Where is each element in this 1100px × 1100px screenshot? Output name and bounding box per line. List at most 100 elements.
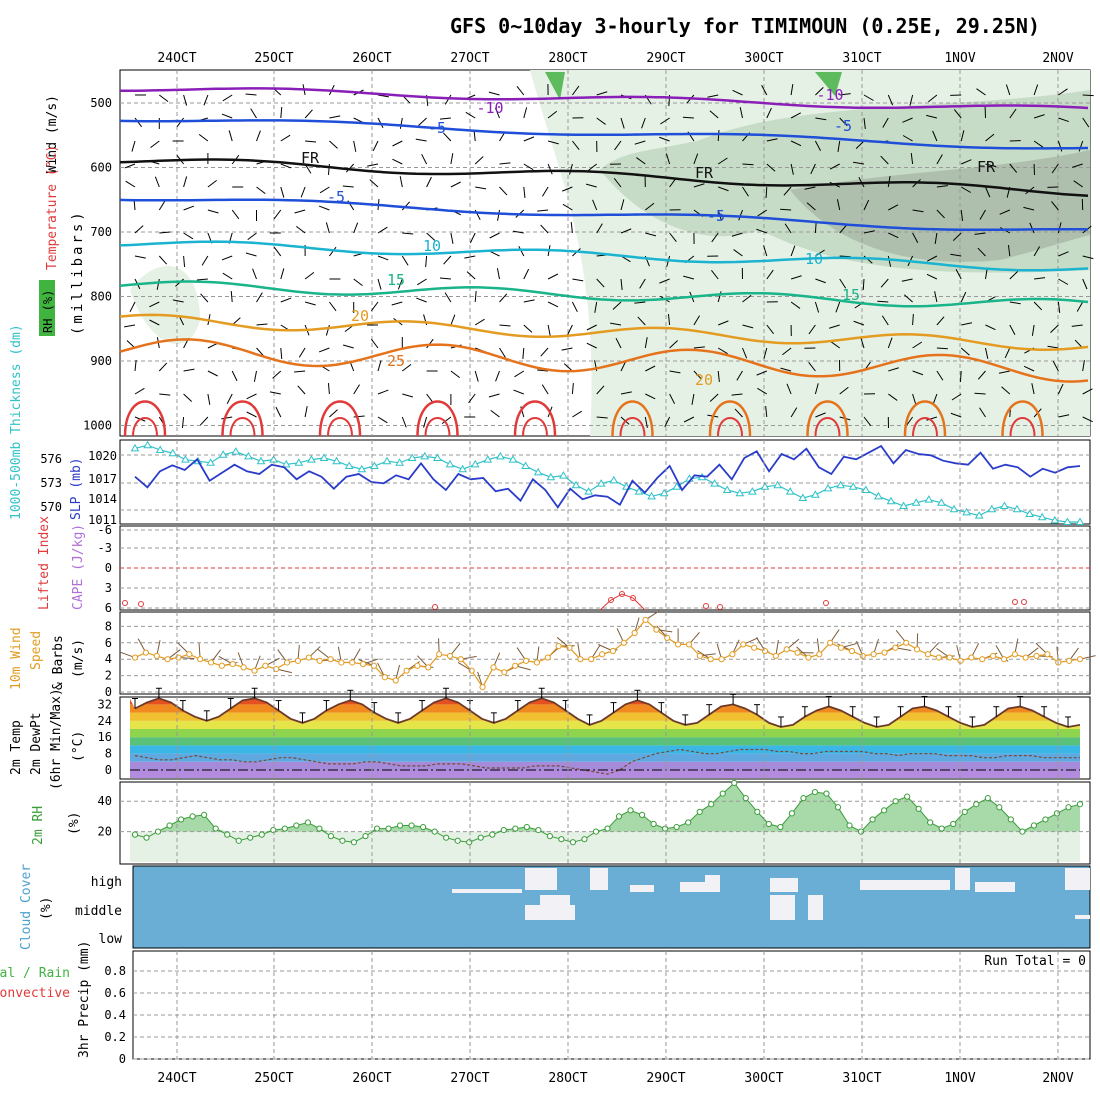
wind-barb: [450, 314, 456, 326]
rh2m-point: [454, 837, 461, 844]
wind-barb: [739, 107, 743, 119]
wind-barb: [256, 186, 266, 195]
wind-barb: [936, 209, 945, 219]
wind-barb: [976, 88, 986, 96]
wind10-point: [892, 644, 899, 651]
wind-barb: [489, 232, 500, 239]
wind-barb: [814, 383, 819, 395]
wind-barb: [418, 117, 427, 126]
wind-barb: [562, 186, 573, 192]
wind-barb: [784, 223, 792, 234]
wind-barb: [596, 223, 603, 234]
wind-barb: [494, 107, 500, 119]
contour-10: [119, 240, 1089, 272]
contour-minus10: [120, 87, 1089, 110]
pressure-tick-label: 700: [90, 225, 112, 239]
wind-barb: [495, 370, 500, 382]
wind-barb: [936, 370, 944, 381]
wind-barb: [273, 246, 282, 257]
contour-surface-loop: [611, 400, 654, 437]
wind-barb: [974, 232, 986, 235]
wind-barb: [645, 365, 656, 372]
wind-barb: [985, 347, 989, 359]
thickness-point: [407, 453, 417, 461]
thickness-point: [533, 467, 543, 476]
wind-barb: [570, 222, 573, 234]
wind10-point: [153, 652, 160, 660]
wind-barb: [221, 113, 233, 119]
wind-barb: [711, 270, 719, 280]
wind-barb: [280, 268, 285, 280]
wind-barb: [953, 109, 962, 119]
wind-barb: [596, 91, 608, 96]
pressure-tick-label: 800: [90, 290, 112, 304]
wind-barb: [596, 385, 605, 395]
cloud-gap: [770, 878, 798, 892]
wind-barb: [1009, 324, 1016, 335]
temp-color-band: [130, 745, 1080, 754]
wind-barb: [304, 271, 315, 280]
wind-barb: [245, 252, 257, 257]
rh2m-point: [708, 801, 715, 808]
rh2m-point: [765, 820, 772, 828]
wind10-point: [577, 656, 584, 663]
contour-label: -5: [428, 119, 446, 137]
wind10-point: [913, 646, 921, 653]
wind-barb: [569, 163, 573, 175]
wind-barb: [183, 393, 192, 402]
wind10-point: [262, 662, 269, 669]
wind-barb: [960, 291, 967, 303]
wind10-point: [848, 647, 855, 655]
rh2m-point: [754, 808, 761, 815]
wind-barb: [426, 176, 432, 188]
wind-barb: [951, 393, 962, 401]
rh2m-series: 40 20: [98, 779, 1090, 862]
rh2m-point: [604, 825, 611, 832]
thickness-point: [937, 498, 946, 506]
rh2m-point: [961, 808, 968, 815]
cloud-gap: [770, 895, 795, 920]
cloud-gaps: [452, 868, 1090, 920]
wind-barb: [765, 406, 768, 418]
wind-barb: [905, 416, 914, 427]
lifted-index-point: [823, 600, 829, 606]
wind-barb: [1058, 278, 1069, 285]
wind-barb: [444, 292, 452, 303]
wind-barb: [183, 255, 186, 268]
rh2m-point: [857, 828, 865, 835]
wind-barb: [499, 347, 506, 358]
wind10-point: [501, 669, 508, 676]
wind-barb: [936, 154, 943, 165]
thickness-tick: 570: [40, 500, 62, 514]
wind10-point: [207, 659, 215, 666]
wind10-point: [457, 656, 464, 663]
thickness-point: [823, 483, 833, 492]
thickness-point: [924, 495, 934, 503]
cape-panel: -6 -3 0 3 6 Lifted Index CAPE (J/kg): [37, 516, 1091, 615]
wind-barb: [786, 383, 792, 395]
wind-barb: [416, 297, 427, 303]
wind-barb: [439, 117, 451, 120]
wind-barb: [926, 416, 938, 421]
cloud-gap: [1065, 868, 1090, 890]
wind10-point: [696, 652, 703, 660]
thickness-point: [420, 451, 430, 460]
thickness-point: [1025, 509, 1034, 517]
thickness-point: [143, 440, 152, 449]
wind-barb: [586, 342, 597, 349]
top-date-label: 25OCT: [254, 51, 293, 66]
wind-barb: [327, 163, 330, 176]
wind-barb: [370, 338, 379, 349]
wind10-point: [479, 683, 486, 691]
wind-barb: [1047, 345, 1059, 349]
wind10-point: [816, 651, 823, 658]
wind-barb: [441, 416, 452, 425]
wind-barb: [499, 324, 511, 327]
wind-barb: [154, 176, 160, 188]
rh2m-point: [293, 822, 300, 829]
thickness-point: [382, 456, 392, 465]
wind-barb: [763, 347, 768, 359]
wind-barb: [377, 416, 388, 424]
contour-label: 20: [351, 307, 369, 325]
